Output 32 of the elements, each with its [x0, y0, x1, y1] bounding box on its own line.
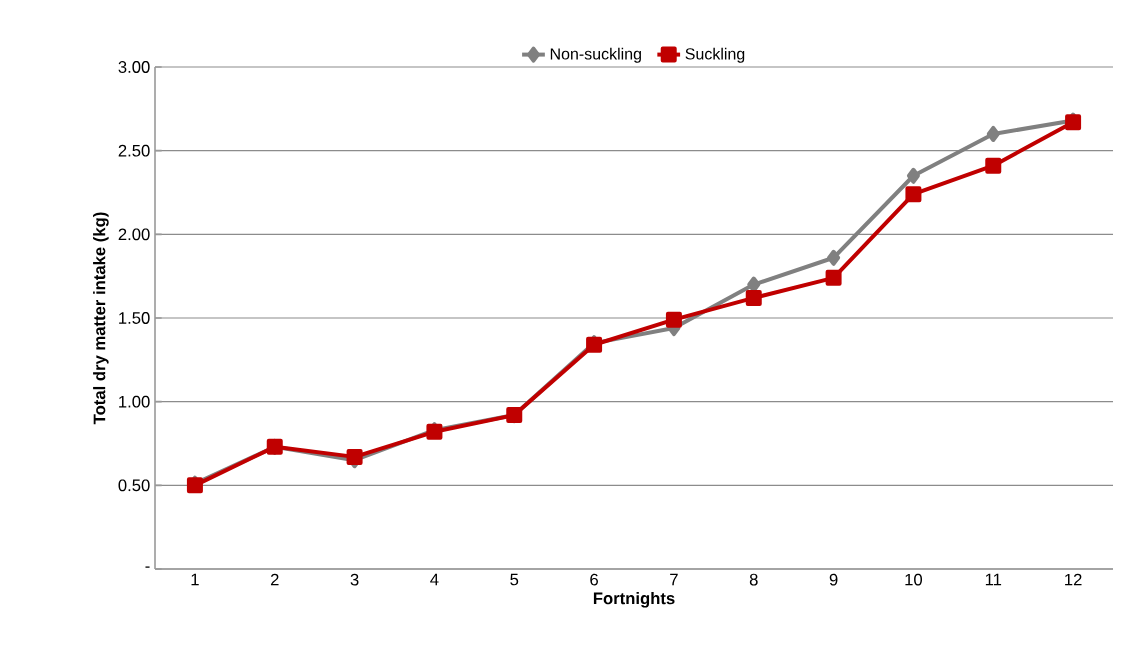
y-axis-title: Total dry matter intake (kg)	[93, 212, 109, 425]
point	[986, 125, 1000, 142]
x-tick-label: 3	[350, 573, 359, 586]
x-tick-label: 5	[510, 573, 519, 586]
x-tick-label: 2	[270, 573, 279, 586]
point	[906, 167, 920, 184]
y-tick-label: 3.00	[118, 61, 150, 73]
x-tick-label: 8	[749, 573, 758, 586]
legend-label: Suckling	[685, 47, 745, 63]
y-tick-label: 1.00	[119, 395, 150, 408]
x-tick-label: 9	[829, 573, 838, 586]
x-tick-label: 1	[191, 573, 199, 586]
point	[827, 249, 841, 266]
x-tick-label: 7	[670, 573, 678, 586]
y-tick-label: -	[145, 566, 150, 568]
y-tick-label: 2.00	[118, 228, 150, 241]
x-tick-label: 11	[985, 573, 1002, 586]
point	[825, 269, 842, 286]
point	[985, 157, 1002, 174]
legend-label: Non-suckling	[550, 47, 641, 63]
y-tick-label: 0.50	[118, 479, 150, 492]
point	[745, 289, 762, 306]
x-tick-label: 6	[590, 573, 598, 586]
point	[346, 448, 363, 465]
y-tick-label: 1.50	[119, 312, 150, 324]
x-axis-title: Fortnights	[593, 591, 675, 608]
x-tick-label: 4	[430, 573, 439, 586]
x-tick-label: 12	[1065, 573, 1082, 586]
x-tick-label: 10	[905, 573, 923, 586]
y-tick-label: 2.50	[118, 144, 150, 157]
point	[905, 186, 922, 203]
point	[665, 311, 682, 328]
